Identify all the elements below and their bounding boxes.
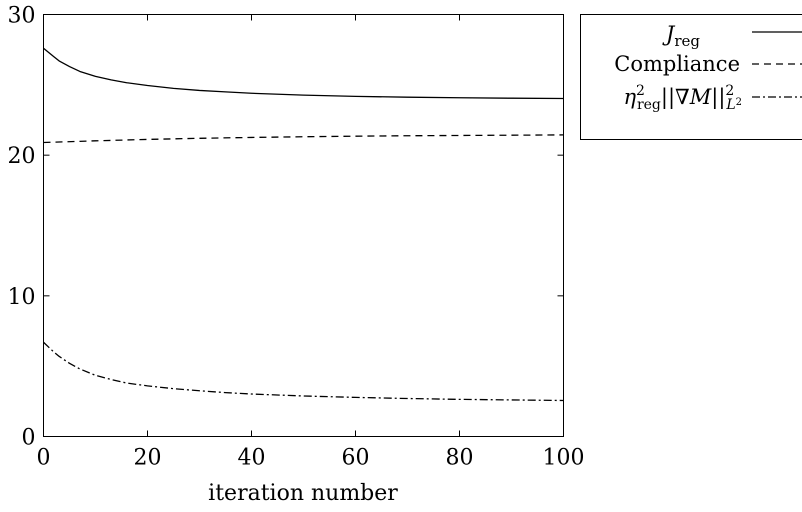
series-line-regularization [43, 341, 564, 402]
legend: Jreg Compliance η2 reg||∇M||2 L2 [580, 14, 802, 140]
legend-entry-regularization: η2 reg||∇M||2 L2 [623, 83, 802, 113]
y-tick-label: 0 [22, 426, 36, 451]
plot-frame [43, 14, 564, 437]
x-tick-label: 40 [238, 446, 266, 471]
series-layer [43, 47, 564, 402]
legend-label-compliance: Compliance [614, 52, 740, 76]
y-tick-label: 20 [8, 144, 36, 169]
x-tick-label: 100 [543, 446, 585, 471]
x-axis-label: iteration number [208, 481, 398, 506]
legend-label-regularization: η2 reg||∇M||2 L2 [623, 83, 742, 113]
axis-ticks [43, 14, 564, 437]
x-tick-label: 0 [37, 446, 51, 471]
y-tick-label: 30 [8, 4, 36, 29]
series-line-jreg [43, 47, 564, 100]
x-tick-label: 20 [134, 446, 162, 471]
tick-labels: 0 20 40 60 80 100 0 10 20 30 [8, 4, 585, 471]
x-tick-label: 80 [446, 446, 474, 471]
y-tick-label: 10 [8, 285, 36, 310]
series-line-compliance [43, 134, 564, 144]
legend-box [580, 14, 802, 140]
x-tick-label: 60 [342, 446, 370, 471]
legend-entry-compliance: Compliance [614, 52, 802, 76]
